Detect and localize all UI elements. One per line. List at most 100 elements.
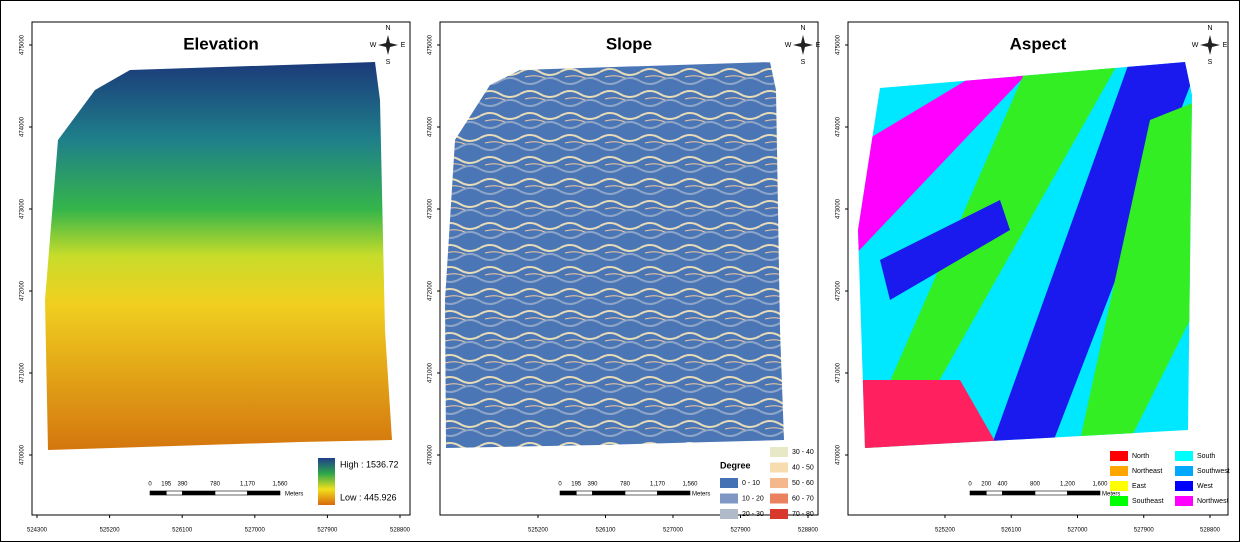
legend-label: West — [1197, 483, 1213, 490]
legend-low: Low : 445.926 — [340, 492, 397, 502]
x-tick-label: 526100 — [595, 528, 616, 534]
legend-label: North — [1132, 453, 1149, 460]
y-tick-label: 470000 — [836, 444, 842, 465]
compass-letter: W — [1192, 42, 1199, 49]
x-tick-label: 526100 — [1001, 528, 1022, 534]
map-title: Slope — [606, 34, 652, 53]
x-tick-label: 525200 — [528, 528, 549, 534]
legend-label: East — [1132, 483, 1146, 490]
legend-swatch — [1175, 481, 1193, 491]
legend-label: South — [1197, 453, 1215, 460]
x-tick-label: 525200 — [935, 528, 956, 534]
compass-letter: N — [1207, 25, 1212, 32]
x-tick-label: 527900 — [1134, 528, 1155, 534]
scale-bar-segment — [624, 490, 658, 496]
scale-bar-label: 195 — [571, 482, 582, 488]
scale-bar-unit: Meters — [1102, 492, 1120, 498]
scale-bar-label: 1,560 — [682, 482, 698, 488]
map-frame — [847, 21, 1229, 516]
scale-bar-label: 1,600 — [1092, 482, 1108, 488]
scale-bar-label: 200 — [981, 482, 992, 488]
x-tick-label: 528800 — [1200, 528, 1221, 534]
scale-bar-segment — [182, 490, 216, 496]
scale-bar-label: 1,200 — [1060, 482, 1076, 488]
legend-swatch — [1110, 496, 1128, 506]
scale-bar-segment — [1067, 490, 1101, 496]
y-tick-label: 471000 — [836, 362, 842, 383]
scale-bar-segment — [575, 490, 593, 496]
compass-letter: E — [1223, 42, 1228, 49]
scale-bar-label: 400 — [997, 482, 1008, 488]
legend-label: Southeast — [1132, 498, 1164, 505]
legend-swatch — [1175, 466, 1193, 476]
scale-bar-label: 780 — [620, 482, 631, 488]
x-tick-label: 528800 — [390, 528, 411, 534]
legend-label: Northwest — [1197, 498, 1229, 505]
map-frame — [31, 21, 411, 516]
x-tick-label: 524300 — [27, 528, 48, 534]
y-tick-label: 474000 — [20, 116, 26, 137]
legend-swatch — [770, 447, 788, 457]
scale-bar-segment — [247, 490, 281, 496]
legend-swatch — [1110, 451, 1128, 461]
y-tick-label: 474000 — [836, 116, 842, 137]
compass-letter: S — [386, 59, 391, 66]
scale-bar-segment — [985, 490, 1003, 496]
y-tick-label: 474000 — [428, 116, 434, 137]
scale-bar-label: 390 — [587, 482, 598, 488]
compass-letter: S — [801, 59, 806, 66]
elevation-raster — [45, 62, 392, 450]
scale-bar-label: 780 — [210, 482, 221, 488]
slope-raster — [445, 62, 784, 448]
legend-swatch — [720, 478, 738, 488]
y-tick-label: 471000 — [428, 362, 434, 383]
y-tick-label: 473000 — [20, 198, 26, 219]
map-title: Aspect — [1010, 34, 1067, 53]
scale-bar-label: 0 — [558, 482, 562, 488]
compass-letter: W — [370, 42, 377, 49]
scale-bar-segment — [559, 490, 577, 496]
x-tick-label: 525200 — [100, 528, 121, 534]
y-tick-label: 475000 — [428, 34, 434, 55]
x-tick-label: 527900 — [317, 528, 338, 534]
x-tick-label: 528800 — [798, 528, 819, 534]
legend-swatch — [720, 509, 738, 519]
legend-swatch — [1110, 466, 1128, 476]
x-tick-label: 527000 — [663, 528, 684, 534]
map-title: Elevation — [183, 34, 259, 53]
compass-letter: E — [401, 42, 406, 49]
legend-label: 30 - 40 — [792, 449, 814, 456]
scale-bar-label: 0 — [968, 482, 972, 488]
compass-rose — [378, 35, 398, 55]
compass-letter: W — [785, 42, 792, 49]
y-tick-label: 475000 — [20, 34, 26, 55]
y-tick-label: 472000 — [428, 280, 434, 301]
legend-label: 20 - 30 — [742, 511, 764, 518]
scale-bar-segment — [1034, 490, 1068, 496]
scale-bar-label: 390 — [177, 482, 188, 488]
compass-rose — [1200, 35, 1220, 55]
scale-bar-segment — [214, 490, 248, 496]
map-frame — [439, 21, 819, 516]
scale-bar-label: 195 — [161, 482, 172, 488]
scale-bar-segment — [592, 490, 626, 496]
x-tick-label: 526100 — [172, 528, 193, 534]
legend-swatch — [1175, 451, 1193, 461]
legend-title: Degree — [720, 460, 751, 470]
scale-bar-segment — [969, 490, 987, 496]
legend-label: 50 - 60 — [792, 480, 814, 487]
scale-bar-label: 1,170 — [650, 482, 666, 488]
scale-bar-segment — [149, 490, 167, 496]
scale-bar-unit: Meters — [285, 492, 303, 498]
x-tick-label: 527900 — [730, 528, 751, 534]
legend-high: High : 1536.72 — [340, 459, 399, 469]
legend-label: 40 - 50 — [792, 464, 814, 471]
scale-bar-label: 800 — [1030, 482, 1041, 488]
legend-label: Northeast — [1132, 468, 1162, 475]
legend-swatch — [770, 509, 788, 519]
y-tick-label: 475000 — [836, 34, 842, 55]
x-tick-label: 527000 — [245, 528, 266, 534]
compass-rose — [793, 35, 813, 55]
y-tick-label: 471000 — [20, 362, 26, 383]
y-tick-label: 470000 — [20, 444, 26, 465]
